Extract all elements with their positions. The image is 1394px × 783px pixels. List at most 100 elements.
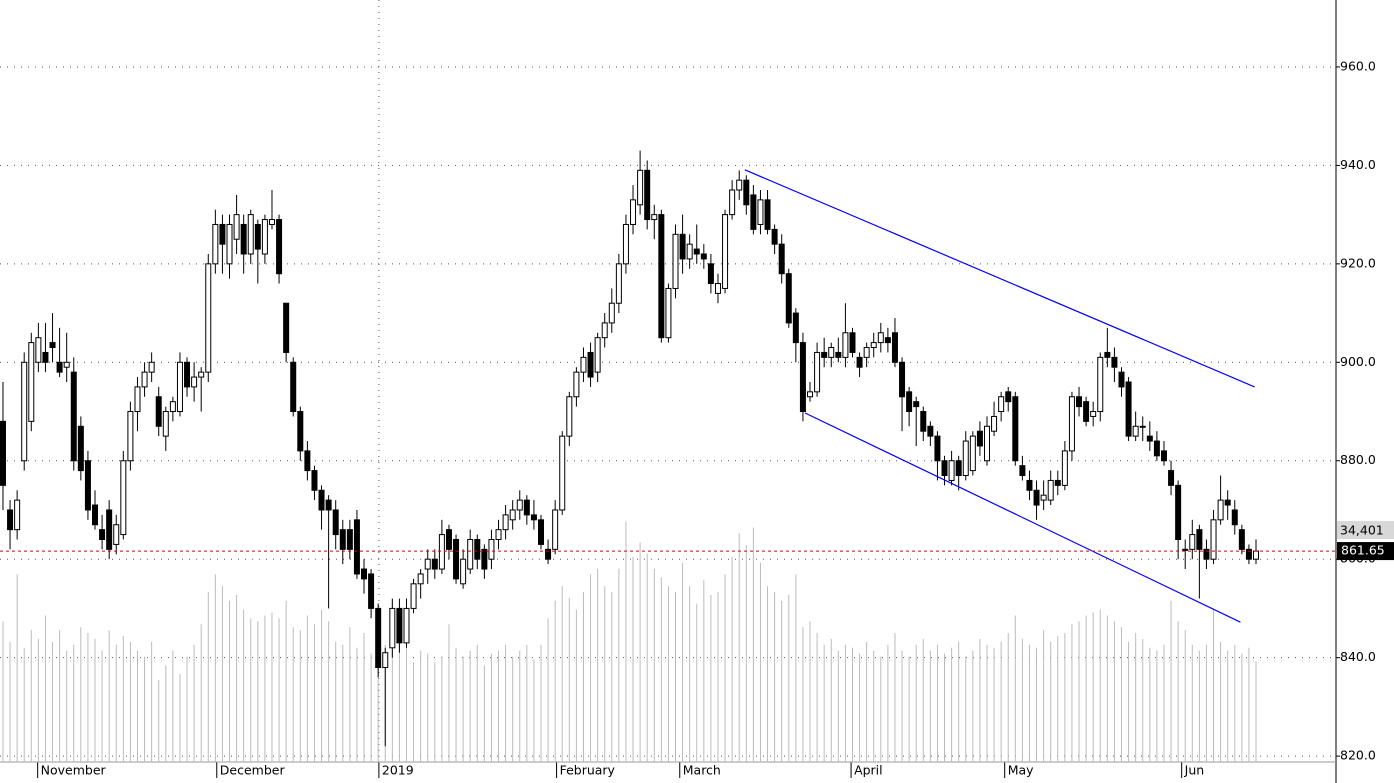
candle-body — [906, 391, 913, 413]
candle-body — [240, 223, 247, 255]
candle-body — [396, 607, 403, 644]
candle-body — [877, 332, 884, 344]
candle-body — [205, 263, 212, 373]
candle-body — [849, 332, 856, 353]
candle-body — [1238, 529, 1245, 550]
candle-body — [417, 573, 424, 585]
candle-body — [1210, 519, 1217, 560]
candle-body — [537, 519, 544, 545]
candle-body — [0, 420, 6, 486]
candle-body — [630, 199, 637, 225]
candle-body — [686, 243, 693, 260]
candle-body — [502, 514, 509, 531]
candle-body — [261, 219, 268, 255]
candle-body — [84, 460, 91, 511]
candle-body — [962, 440, 969, 477]
candle-body — [899, 361, 906, 398]
candle-body — [247, 214, 254, 255]
candle-body — [842, 332, 849, 358]
candle-body — [254, 223, 261, 250]
candle-body — [672, 233, 679, 289]
candle-body — [424, 558, 431, 570]
candle-body — [651, 214, 658, 221]
candle-body — [516, 499, 523, 511]
candle-body — [361, 568, 368, 580]
y-tick-label: 960.0 — [1340, 58, 1376, 73]
candle-body — [1182, 548, 1189, 551]
candle-body — [290, 361, 297, 413]
candle-body — [884, 337, 891, 344]
candle-body — [283, 302, 290, 353]
candle-body — [1253, 550, 1260, 560]
candle-body — [757, 199, 764, 225]
trendline — [744, 169, 1255, 388]
candle-body — [679, 233, 686, 260]
candle-body — [70, 371, 77, 462]
candle-body — [743, 179, 750, 206]
candle-body — [545, 548, 552, 560]
x-tick-label: April — [854, 763, 883, 778]
candle-body — [608, 302, 615, 324]
candle-body — [587, 351, 594, 378]
candle-body — [1054, 479, 1061, 486]
candle-body — [176, 361, 183, 413]
volume-label: 34,401 — [1340, 523, 1384, 538]
candle-body — [566, 396, 573, 437]
candle-body — [594, 337, 601, 373]
x-tick-label: March — [683, 763, 721, 778]
candle-body — [856, 356, 863, 368]
candle-body — [1132, 425, 1139, 437]
candle-body — [304, 450, 311, 472]
candle-body — [552, 509, 559, 550]
candle-body — [700, 253, 707, 260]
candle-body — [771, 228, 778, 245]
candle-body — [722, 214, 729, 289]
x-tick-label: December — [220, 763, 286, 778]
candle-body — [601, 322, 608, 339]
candle-body — [99, 529, 106, 541]
candle-body — [453, 539, 460, 580]
candle-body — [410, 583, 417, 609]
candle-body — [445, 529, 452, 550]
candle-body — [332, 509, 339, 536]
candle-body — [297, 411, 304, 452]
candle-body — [941, 460, 948, 477]
candle-body — [736, 179, 743, 191]
candle-body — [814, 351, 821, 393]
candle-body — [148, 361, 155, 373]
candle-body — [1012, 396, 1019, 462]
candle-body — [764, 199, 771, 230]
x-tick-label: May — [1008, 763, 1034, 778]
x-tick-label: 2019 — [382, 763, 414, 778]
candle-body — [403, 607, 410, 644]
candle-body — [1245, 548, 1252, 560]
candle-body — [21, 361, 28, 462]
candle-body — [1033, 489, 1040, 506]
candle-body — [141, 371, 148, 388]
candle-body — [1111, 356, 1118, 368]
candle-body — [1139, 425, 1146, 428]
candle-body — [268, 219, 275, 225]
candle-body — [495, 529, 502, 541]
candle-body — [807, 391, 814, 398]
candle-body — [467, 539, 474, 570]
candle-body — [1203, 548, 1210, 560]
candle-body — [184, 361, 191, 388]
candle-body — [92, 504, 99, 526]
candle-body — [998, 396, 1005, 413]
candle-body — [1224, 499, 1231, 506]
candle-body — [1097, 356, 1104, 413]
candle-body — [120, 460, 127, 536]
candle-body — [1168, 470, 1175, 486]
y-tick-label: 840.0 — [1340, 649, 1376, 664]
volume-label-box — [1337, 521, 1394, 540]
candle-body — [580, 356, 587, 373]
candle-body — [113, 524, 120, 545]
candle-body — [615, 263, 622, 304]
candle-body — [622, 223, 629, 265]
candle-body — [863, 347, 870, 358]
candle-body — [191, 376, 198, 388]
candle-body — [1083, 401, 1090, 422]
candle-body — [821, 351, 828, 358]
